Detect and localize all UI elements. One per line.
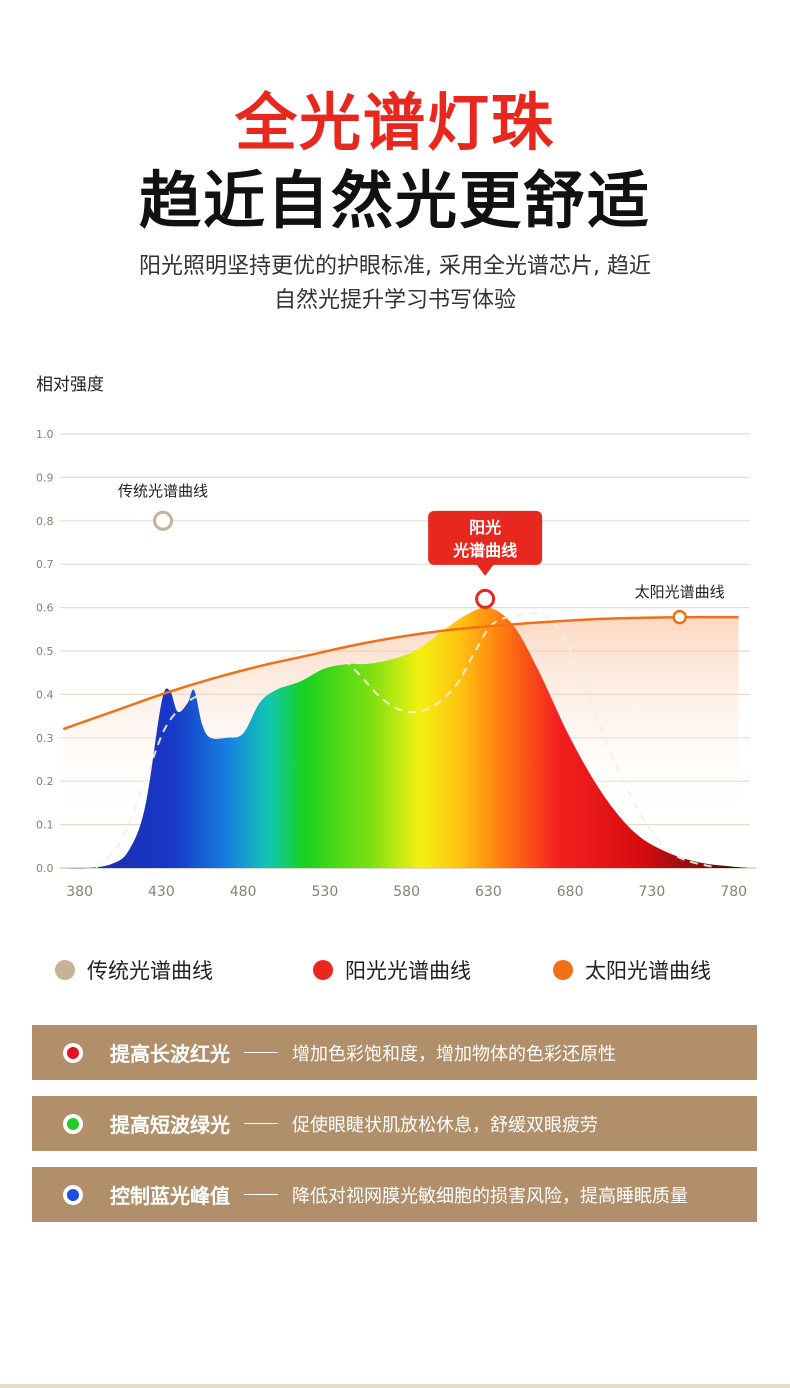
feature-desc: 降低对视网膜光敏细胞的损害风险，提高睡眠质量 [292, 1185, 688, 1207]
chart-legend: 传统光谱曲线 阳光光谱曲线 太阳光谱曲线 [0, 955, 790, 985]
feature-desc: 促使眼睫状肌放松休息，舒缓双眼疲劳 [292, 1114, 598, 1136]
x-tick-label: 530 [312, 884, 339, 900]
legend-item-yangguang: 阳光光谱曲线 [313, 955, 471, 985]
x-tick-label: 630 [475, 884, 502, 900]
y-tick-label: 0.5 [36, 645, 54, 658]
x-tick-label: 480 [230, 884, 257, 900]
legend-label: 传统光谱曲线 [87, 959, 213, 983]
feature-title: 提高长波红光 [110, 1042, 230, 1066]
page-title-line2: 趋近自然光更舒适 [138, 164, 651, 237]
yangguang-marker [475, 588, 496, 609]
feature-desc: 增加色彩饱和度，增加物体的色彩还原性 [292, 1043, 616, 1065]
legend-item-traditional: 传统光谱曲线 [55, 955, 213, 985]
x-tick-label: 430 [148, 884, 175, 900]
legend-item-sunlight: 太阳光谱曲线 [553, 955, 711, 985]
feature-green-light: 提高短波绿光 促使眼睫状肌放松休息，舒缓双眼疲劳 [32, 1096, 757, 1151]
series-traditional-line [95, 612, 718, 869]
yangguang-callout-box [428, 510, 543, 565]
blue-dot-icon [63, 1184, 83, 1205]
traditional-marker [153, 510, 174, 531]
sunlight-label: 太阳光谱曲线 [635, 583, 725, 601]
legend-dot-icon [55, 960, 75, 980]
y-tick-label: 0.9 [36, 471, 54, 484]
y-tick-label: 0.4 [36, 688, 54, 701]
yangguang-callout-line2: 光谱曲线 [452, 541, 517, 560]
dash-divider [244, 1194, 278, 1195]
yangguang-callout-pointer [476, 563, 495, 576]
feature-red-light: 提高长波红光 增加色彩饱和度，增加物体的色彩还原性 [32, 1025, 757, 1080]
sunlight-marker [672, 609, 687, 625]
red-dot-icon [63, 1042, 83, 1063]
y-tick-label: 0.2 [36, 775, 54, 788]
subtitle-line2: 自然光提升学习书写体验 [273, 288, 516, 313]
y-tick-label: 0.8 [36, 515, 54, 528]
y-tick-label: 0.1 [36, 819, 54, 832]
x-tick-label: 730 [639, 884, 666, 900]
x-tick-label: 780 [720, 884, 747, 900]
subtitle-line1: 阳光照明坚持更优的护眼标准, 采用全光谱芯片, 趋近 [139, 254, 651, 279]
y-tick-label: 0.0 [36, 862, 54, 875]
chart-y-axis-label: 相对强度 [36, 375, 104, 395]
x-tick-label: 380 [66, 884, 93, 900]
x-tick-label: 580 [393, 884, 420, 900]
x-tick-label: 680 [557, 884, 584, 900]
yangguang-callout-line1: 阳光 [469, 518, 501, 537]
legend-label: 阳光光谱曲线 [345, 959, 471, 983]
dash-divider [244, 1123, 278, 1124]
y-tick-label: 0.3 [36, 732, 54, 745]
legend-label: 太阳光谱曲线 [585, 959, 711, 983]
y-tick-label: 0.6 [36, 602, 54, 615]
feature-blue-light: 控制蓝光峰值 降低对视网膜光敏细胞的损害风险，提高睡眠质量 [32, 1167, 757, 1222]
bottom-divider [0, 1384, 790, 1388]
series-yangguang-area [63, 607, 750, 869]
page-subtitle: 阳光照明坚持更优的护眼标准, 采用全光谱芯片, 趋近 自然光提升学习书写体验 [70, 250, 720, 318]
series-sunlight-line [62, 615, 739, 731]
page-title-line1: 全光谱灯珠 [234, 86, 555, 159]
traditional-label: 传统光谱曲线 [118, 482, 208, 500]
legend-dot-icon [313, 960, 333, 980]
dash-divider [244, 1052, 278, 1053]
spectrum-chart: 0.0 0.1 0.2 0.3 0.4 0.5 0.6 0.7 0.8 0.9 1.0 380 430 4… [36, 428, 756, 900]
legend-dot-icon [553, 960, 573, 980]
y-tick-label: 0.7 [36, 558, 54, 571]
chart-series [62, 607, 750, 869]
y-tick-label: 1.0 [36, 428, 54, 441]
feature-title: 控制蓝光峰值 [110, 1184, 230, 1208]
green-dot-icon [63, 1113, 83, 1134]
feature-title: 提高短波绿光 [110, 1113, 230, 1137]
